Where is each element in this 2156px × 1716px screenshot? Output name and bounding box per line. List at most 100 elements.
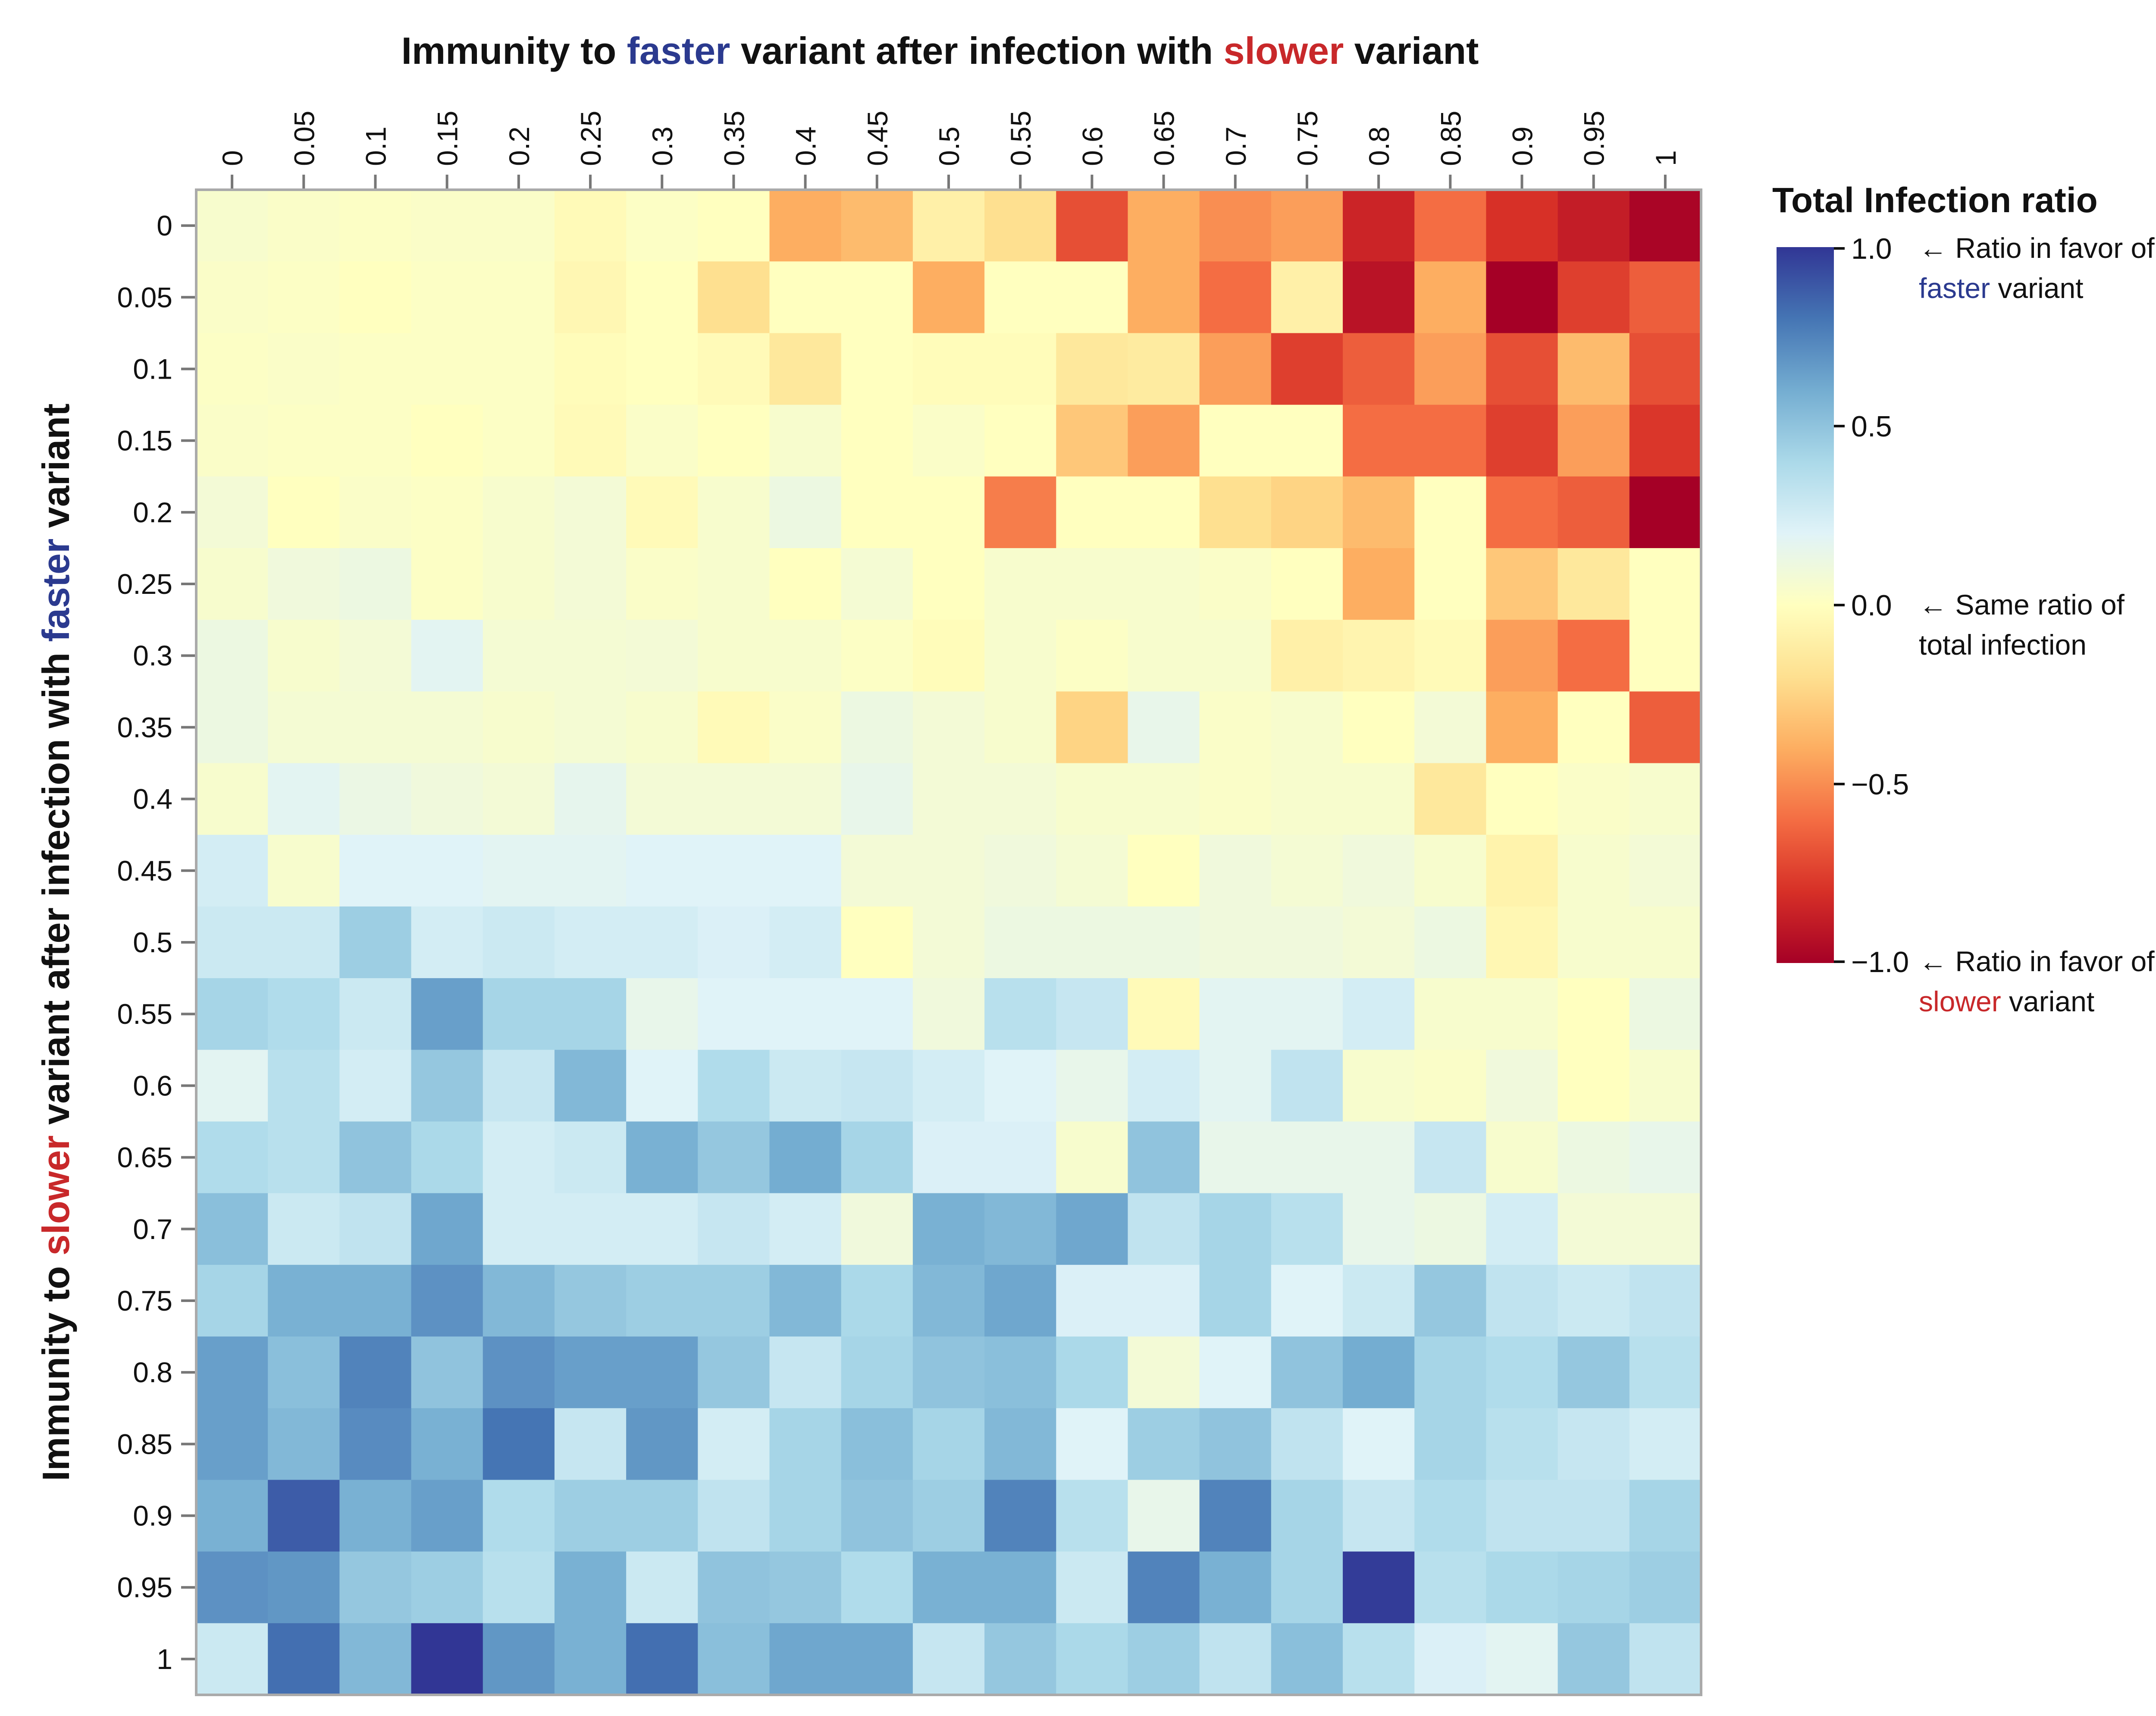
heatmap-cell bbox=[411, 691, 483, 764]
heatmap-cells bbox=[196, 190, 1702, 1695]
plot-frame bbox=[195, 188, 1702, 1696]
heatmap-cell bbox=[483, 548, 555, 620]
heatmap-cell bbox=[339, 978, 412, 1051]
heatmap-cell bbox=[339, 333, 412, 405]
heatmap-cell bbox=[411, 190, 483, 262]
heatmap-cell bbox=[339, 620, 412, 692]
heatmap-cell bbox=[1199, 1193, 1272, 1265]
heatmap-cell bbox=[912, 190, 985, 262]
heatmap-cell bbox=[841, 1264, 913, 1337]
heatmap-cell bbox=[1557, 978, 1630, 1051]
heatmap-cell bbox=[1629, 834, 1702, 907]
heatmap-cell bbox=[769, 906, 842, 979]
heatmap-cell bbox=[483, 1264, 555, 1337]
heatmap-cell bbox=[626, 1480, 699, 1552]
heatmap-cell bbox=[1486, 691, 1558, 764]
heatmap-cell bbox=[912, 1336, 985, 1409]
heatmap-cell bbox=[411, 1264, 483, 1337]
heatmap-cell bbox=[1557, 1551, 1630, 1624]
heatmap-cell bbox=[1414, 1623, 1487, 1695]
heatmap-cell bbox=[984, 1408, 1057, 1481]
heatmap-cell bbox=[339, 1193, 412, 1265]
heatmap-cell bbox=[1629, 333, 1702, 405]
colorbar-annotation-line: ← Ratio in favor of bbox=[1919, 232, 2155, 264]
heatmap-cell bbox=[1271, 763, 1343, 835]
heatmap-cell bbox=[411, 834, 483, 907]
heatmap-cell bbox=[698, 1264, 770, 1337]
heatmap-cell bbox=[1128, 476, 1200, 549]
heatmap-cell bbox=[1557, 333, 1630, 405]
heatmap-cell bbox=[1414, 190, 1487, 262]
heatmap-cell bbox=[1343, 1264, 1415, 1337]
heatmap-cell bbox=[268, 620, 340, 692]
heatmap-cell bbox=[1128, 333, 1200, 405]
heatmap-cell bbox=[1557, 1480, 1630, 1552]
heatmap-cell bbox=[1414, 1336, 1487, 1409]
colorbar-annotation-line: total infection bbox=[1919, 629, 2087, 661]
heatmap-cell bbox=[1343, 691, 1415, 764]
heatmap-cell bbox=[1056, 834, 1128, 907]
heatmap-cell bbox=[841, 548, 913, 620]
heatmap-cell bbox=[196, 190, 268, 262]
y-tick-label: 0.35 bbox=[117, 711, 172, 743]
x-tick-label: 0.4 bbox=[790, 126, 822, 166]
colorbar-legend: Total Infection ratio 1.00.50.0−0.5−1.0 … bbox=[1772, 181, 2155, 1017]
heatmap-cell bbox=[912, 405, 985, 477]
heatmap-cell bbox=[196, 834, 268, 907]
heatmap-cell bbox=[268, 1121, 340, 1194]
heatmap-cell bbox=[698, 476, 770, 549]
heatmap-cell bbox=[698, 1480, 770, 1552]
heatmap-cell bbox=[698, 1551, 770, 1624]
heatmap-cell bbox=[984, 1480, 1057, 1552]
heatmap-cell bbox=[984, 333, 1057, 405]
heatmap-cell bbox=[1486, 1408, 1558, 1481]
heatmap-cell bbox=[268, 1264, 340, 1337]
heatmap-cell bbox=[1271, 1480, 1343, 1552]
heatmap-cell bbox=[769, 834, 842, 907]
heatmap-cell bbox=[1199, 978, 1272, 1051]
heatmap-cell bbox=[1486, 1264, 1558, 1337]
heatmap-cell bbox=[1199, 476, 1272, 549]
heatmap-cell bbox=[196, 1408, 268, 1481]
heatmap-cell bbox=[1056, 190, 1128, 262]
heatmap-cell bbox=[554, 1121, 627, 1194]
heatmap-cell bbox=[984, 1623, 1057, 1695]
heatmap-cell bbox=[1486, 1193, 1558, 1265]
heatmap-cell bbox=[268, 548, 340, 620]
heatmap-cell bbox=[984, 620, 1057, 692]
heatmap-cell bbox=[912, 978, 985, 1051]
heatmap-cell bbox=[1056, 1264, 1128, 1337]
x-tick-label: 1 bbox=[1650, 150, 1682, 166]
heatmap-cell bbox=[1056, 548, 1128, 620]
heatmap-cell bbox=[698, 405, 770, 477]
heatmap-cell bbox=[1343, 978, 1415, 1051]
y-tick-label: 0.1 bbox=[133, 353, 172, 385]
heatmap-cell bbox=[554, 1480, 627, 1552]
heatmap-cell bbox=[1486, 261, 1558, 334]
heatmap-cell bbox=[769, 1264, 842, 1337]
colorbar-tick-label: 1.0 bbox=[1851, 232, 1892, 265]
heatmap-cell bbox=[1199, 333, 1272, 405]
heatmap-cell bbox=[411, 1050, 483, 1122]
colorbar-tick-label: −1.0 bbox=[1851, 946, 1909, 979]
heatmap-cell bbox=[1199, 1623, 1272, 1695]
text-run: faster bbox=[627, 29, 730, 72]
y-tick-label: 0.75 bbox=[117, 1285, 172, 1317]
colorbar-tick-label: 0.5 bbox=[1851, 410, 1892, 443]
heatmap-cell bbox=[339, 1264, 412, 1337]
heatmap-cell bbox=[554, 261, 627, 334]
heatmap-cell bbox=[1629, 476, 1702, 549]
heatmap-cell bbox=[1486, 834, 1558, 907]
heatmap-cell bbox=[1414, 1050, 1487, 1122]
heatmap-cell bbox=[1056, 1480, 1128, 1552]
heatmap-cell bbox=[339, 1336, 412, 1409]
heatmap-cell bbox=[1199, 1551, 1272, 1624]
y-axis-ticks: 0 0.05 0.1 0.15 0.2 0.25 0.3 0.35 0.4 0.45 0.5 0.55… bbox=[117, 210, 196, 1675]
heatmap-cell bbox=[483, 261, 555, 334]
y-tick-label: 0.05 bbox=[117, 281, 172, 313]
heatmap-cell bbox=[1414, 548, 1487, 620]
heatmap-cell bbox=[912, 548, 985, 620]
y-tick-label: 1 bbox=[157, 1643, 172, 1675]
heatmap-cell bbox=[698, 691, 770, 764]
heatmap-cell bbox=[912, 1050, 985, 1122]
